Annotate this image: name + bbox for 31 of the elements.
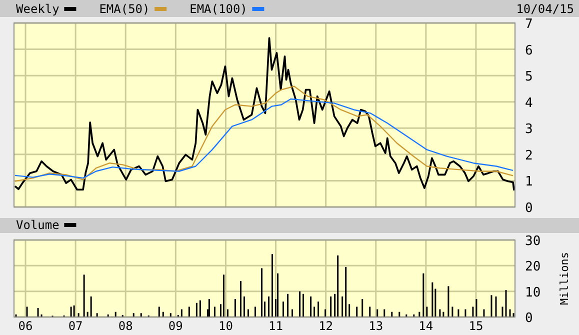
y-tick-label: 4	[525, 96, 533, 111]
y-tick-label: 0	[525, 311, 533, 326]
y-tick-label: 2	[525, 148, 533, 164]
x-tick-label: 07	[68, 319, 83, 333]
line-series	[14, 98, 514, 179]
line-series	[14, 37, 515, 192]
y-tick-label: 10	[525, 285, 541, 300]
x-tick-label: 09	[168, 319, 183, 333]
text: 10/04/15	[516, 2, 574, 16]
x-tick-label: 11	[268, 319, 283, 333]
x-tick-label: 14	[418, 319, 434, 333]
x-tick-label: 12	[318, 319, 334, 333]
legend-label: Volume	[16, 218, 60, 232]
y-tick-label: 1	[525, 174, 533, 190]
legend-label: EMA(50)	[99, 2, 150, 16]
y-tick-label: 7	[525, 17, 533, 32]
x-tick-label: 08	[118, 319, 133, 333]
y-tick-label: 6	[525, 43, 533, 58]
y-tick-label: 3	[525, 122, 533, 138]
y-axis-title: Millions	[558, 252, 571, 305]
legend-label: EMA(100)	[190, 2, 248, 16]
y-tick-label: 20	[525, 260, 541, 275]
legend-label: Weekly	[16, 2, 60, 16]
y-tick-label: 5	[525, 70, 533, 85]
x-tick-label: 13	[368, 319, 384, 333]
x-tick-label: 06	[18, 319, 33, 333]
y-tick-label: 0	[525, 201, 533, 216]
y-tick-label: 30	[525, 234, 541, 249]
x-tick-label: 10	[218, 319, 233, 333]
line-series	[14, 86, 514, 182]
x-tick-label: 15	[468, 319, 484, 333]
